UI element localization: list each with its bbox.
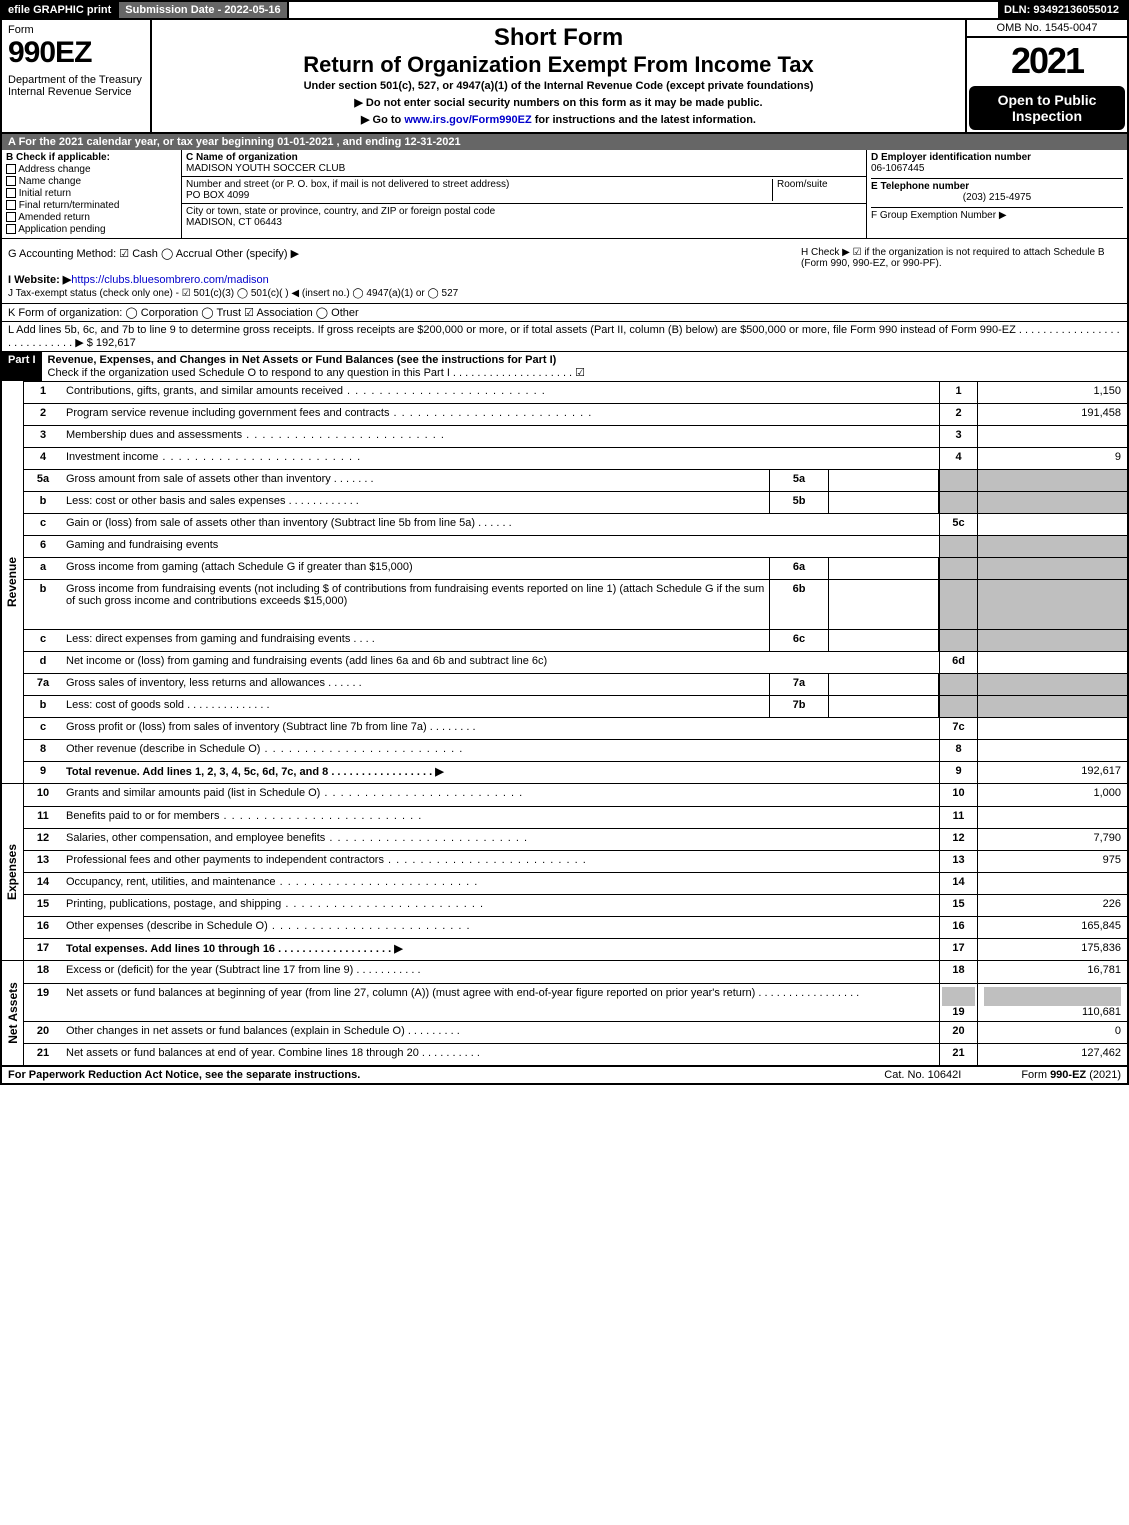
line-k: K Form of organization: ◯ Corporation ◯ … <box>0 303 1129 321</box>
section-def: D Employer identification number 06-1067… <box>867 150 1127 238</box>
short-form-title: Short Form <box>160 24 957 52</box>
footer-form: Form 990-EZ (2021) <box>1021 1069 1121 1081</box>
revenue-section: Revenue 1Contributions, gifts, grants, a… <box>0 381 1129 783</box>
section-b-label: B Check if applicable: <box>6 152 177 163</box>
part1-check: Check if the organization used Schedule … <box>48 367 586 379</box>
section-bcd: B Check if applicable: Address change Na… <box>0 150 1129 239</box>
room-label: Room/suite <box>772 179 862 201</box>
efile-label: efile GRAPHIC print <box>2 2 119 18</box>
omb-number: OMB No. 1545-0047 <box>967 20 1127 38</box>
city-value: MADISON, CT 06443 <box>186 217 862 228</box>
part1-label: Part I <box>2 352 42 381</box>
group-label: F Group Exemption Number ▶ <box>871 210 1123 221</box>
section-ghi: G Accounting Method: ☑ Cash ◯ Accrual Ot… <box>0 239 1129 303</box>
dept-label: Department of the Treasury Internal Reve… <box>8 74 144 98</box>
part1-header-row: Part I Revenue, Expenses, and Changes in… <box>0 351 1129 381</box>
expenses-section: Expenses 10Grants and similar amounts pa… <box>0 783 1129 960</box>
top-bar: efile GRAPHIC print Submission Date - 20… <box>0 0 1129 20</box>
line-g: G Accounting Method: ☑ Cash ◯ Accrual Ot… <box>8 247 801 269</box>
website-link[interactable]: https://clubs.bluesombrero.com/madison <box>71 274 268 286</box>
header-mid: Short Form Return of Organization Exempt… <box>152 20 967 132</box>
city-label: City or town, state or province, country… <box>186 206 862 217</box>
header-subtext: Under section 501(c), 527, or 4947(a)(1)… <box>160 80 957 92</box>
line-j: J Tax-exempt status (check only one) - ☑… <box>8 288 1121 299</box>
org-name-label: C Name of organization <box>186 152 862 163</box>
check-pending[interactable]: Application pending <box>6 224 177 235</box>
footer-cat: Cat. No. 10642I <box>884 1069 961 1081</box>
footer-left: For Paperwork Reduction Act Notice, see … <box>8 1069 360 1081</box>
check-address[interactable]: Address change <box>6 164 177 175</box>
form-header: Form 990EZ Department of the Treasury In… <box>0 20 1129 134</box>
section-c: C Name of organization MADISON YOUTH SOC… <box>182 150 867 238</box>
tel-value: (203) 215-4975 <box>871 192 1123 203</box>
org-name: MADISON YOUTH SOCCER CLUB <box>186 163 862 174</box>
ein-label: D Employer identification number <box>871 152 1123 163</box>
line-h: H Check ▶ ☑ if the organization is not r… <box>801 247 1121 269</box>
expenses-sidelabel: Expenses <box>2 784 24 960</box>
form-number: 990EZ <box>8 36 144 70</box>
addr-value: PO BOX 4099 <box>186 190 772 201</box>
line-l: L Add lines 5b, 6c, and 7b to line 9 to … <box>0 321 1129 351</box>
check-final[interactable]: Final return/terminated <box>6 200 177 211</box>
instr-1: ▶ Do not enter social security numbers o… <box>160 96 957 109</box>
irs-link[interactable]: www.irs.gov/Form990EZ <box>404 114 531 126</box>
check-initial[interactable]: Initial return <box>6 188 177 199</box>
submission-date: Submission Date - 2022-05-16 <box>119 2 288 18</box>
return-title: Return of Organization Exempt From Incom… <box>160 52 957 78</box>
header-right: OMB No. 1545-0047 2021 Open to Public In… <box>967 20 1127 132</box>
revenue-sidelabel: Revenue <box>2 381 24 783</box>
check-amended[interactable]: Amended return <box>6 212 177 223</box>
instr-2: ▶ Go to www.irs.gov/Form990EZ for instru… <box>160 113 957 126</box>
check-name[interactable]: Name change <box>6 176 177 187</box>
line-i: I Website: ▶https://clubs.bluesombrero.c… <box>8 273 1121 286</box>
netassets-section: Net Assets 18Excess or (deficit) for the… <box>0 960 1129 1066</box>
addr-label: Number and street (or P. O. box, if mail… <box>186 179 772 190</box>
tel-label: E Telephone number <box>871 181 1123 192</box>
line-a: A For the 2021 calendar year, or tax yea… <box>0 134 1129 150</box>
form-word: Form <box>8 24 144 36</box>
dln-label: DLN: 93492136055012 <box>998 2 1127 18</box>
tax-year: 2021 <box>967 38 1127 84</box>
page-footer: For Paperwork Reduction Act Notice, see … <box>0 1066 1129 1085</box>
ein-value: 06-1067445 <box>871 163 1123 174</box>
part1-title: Revenue, Expenses, and Changes in Net As… <box>42 352 1127 381</box>
section-b: B Check if applicable: Address change Na… <box>2 150 182 238</box>
open-public-badge: Open to Public Inspection <box>969 86 1125 130</box>
netassets-sidelabel: Net Assets <box>2 961 24 1065</box>
header-left: Form 990EZ Department of the Treasury In… <box>2 20 152 132</box>
